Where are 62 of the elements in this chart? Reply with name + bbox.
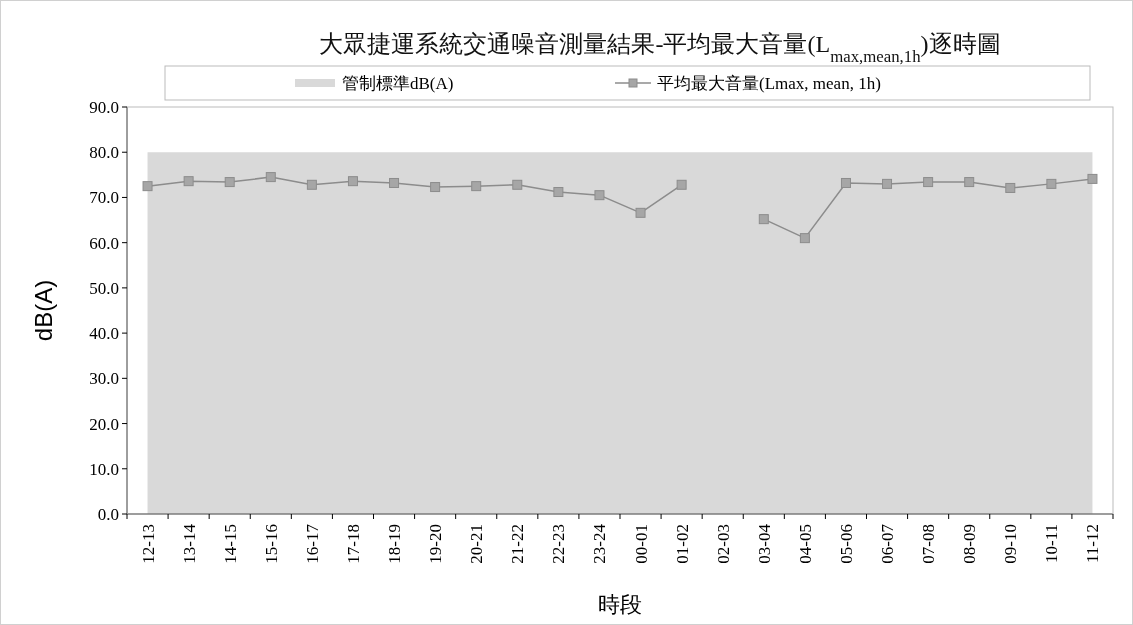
- point: [594, 190, 605, 201]
- legend-label: 管制標準dB(A): [342, 74, 454, 93]
- point: [471, 181, 482, 192]
- x-tick-label: 14-15: [220, 524, 240, 564]
- point: [799, 233, 810, 244]
- point: [265, 172, 276, 183]
- y-tick-label: 30.0: [89, 369, 119, 389]
- point: [183, 176, 194, 187]
- point: [676, 179, 687, 190]
- point: [882, 178, 893, 189]
- x-tick-label: 21-22: [508, 524, 528, 564]
- point: [635, 207, 646, 218]
- x-tick-label: 11-12: [1083, 524, 1103, 564]
- x-axis-title: 時段: [598, 592, 642, 617]
- x-tick-label: 22-23: [549, 524, 569, 564]
- x-tick-label: 08-09: [960, 524, 980, 564]
- legend-label: 平均最大音量(Lmax, mean, 1h): [657, 74, 881, 93]
- x-tick-label: 09-10: [1001, 524, 1021, 564]
- x-tick-label: 15-16: [261, 524, 281, 564]
- x-tick-label: 06-07: [878, 523, 898, 564]
- y-tick-label: 80.0: [89, 143, 119, 163]
- x-tick-label: 05-06: [836, 524, 856, 564]
- point: [142, 181, 153, 192]
- point: [964, 177, 975, 188]
- x-tick-label: 19-20: [426, 524, 446, 564]
- x-tick-label: 01-02: [672, 524, 692, 564]
- y-tick-label: 0.0: [97, 505, 119, 524]
- y-tick-label: 10.0: [89, 459, 119, 479]
- x-tick-label: 12-13: [138, 524, 158, 564]
- point: [430, 182, 441, 193]
- point: [1046, 178, 1057, 189]
- point: [758, 214, 769, 225]
- x-tick-label: 18-19: [385, 524, 405, 564]
- chart-title: 大眾捷運系統交通噪音測量結果-平均最大音量(L$_{max,mean,1h}$)逐時圖: [319, 31, 1001, 66]
- x-tick-label: 17-18: [343, 524, 363, 564]
- x-tick-label: 07-08: [919, 524, 939, 564]
- x-tick-label: 20-21: [467, 524, 487, 564]
- point: [923, 177, 934, 188]
- point: [840, 177, 851, 188]
- point: [1005, 182, 1016, 193]
- x-tick-label: 23-24: [590, 523, 610, 564]
- point: [306, 179, 317, 190]
- x-tick-label: 04-05: [795, 524, 815, 564]
- x-tick-label: 10-11: [1042, 524, 1062, 564]
- x-tick-label: 16-17: [302, 523, 322, 564]
- y-tick-label: 40.0: [89, 324, 119, 344]
- y-tick-label: 90.0: [89, 98, 119, 117]
- y-tick-label: 70.0: [89, 188, 119, 208]
- x-tick-label: 03-04: [754, 523, 774, 564]
- x-tick-label: 00-01: [631, 524, 651, 564]
- x-tick-label: 13-14: [179, 523, 199, 564]
- point: [512, 179, 523, 190]
- point: [347, 176, 358, 187]
- point: [553, 187, 564, 198]
- y-tick-label: 20.0: [89, 414, 119, 434]
- y-tick-label: 50.0: [89, 278, 119, 298]
- point: [389, 177, 400, 188]
- y-tick-label: 60.0: [89, 233, 119, 253]
- point: [224, 177, 235, 188]
- y-axis-title: dB(A): [30, 279, 57, 342]
- point: [1087, 173, 1098, 184]
- x-tick-label: 02-03: [713, 524, 733, 564]
